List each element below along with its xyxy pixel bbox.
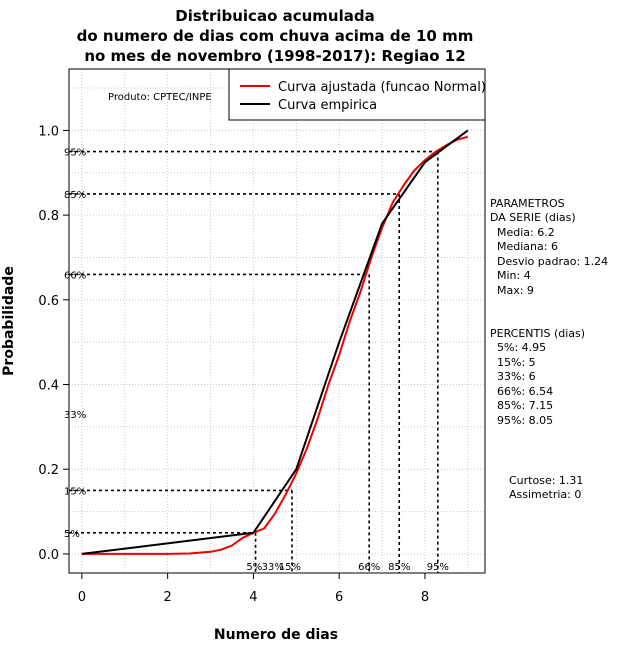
percentile-label-layer: 95%85%66%33%15%5%5% 33%15% 66% 85% 95%: [64, 148, 449, 573]
percentile-line: 33%: 6: [490, 370, 536, 383]
kurtosis-label: Curtose: 1.31: [509, 474, 583, 487]
percentile-line: 15%: 5: [490, 356, 536, 369]
left-percentile-label: 33%: [64, 410, 86, 421]
y-axis-title: Probabilidade: [1, 266, 17, 376]
left-percentile-label: 5%: [64, 529, 80, 540]
series-layer: [81, 129, 469, 555]
y-tick-label: 0.4: [38, 379, 59, 394]
y-tick-label: 0.2: [38, 463, 59, 478]
y-tick-label: 0.6: [38, 294, 59, 309]
bottom-percentile-label: 85%: [388, 562, 410, 573]
left-percentile-label: 15%: [64, 486, 86, 497]
y-tick-label: 0.0: [38, 548, 59, 563]
legend-box: [228, 68, 486, 121]
bottom-percentile-label: 5%: [246, 562, 262, 573]
percentile-line: 85%: 7.15: [490, 399, 553, 412]
y-tick-label: 0.8: [38, 209, 59, 224]
percentile-line: PERCENTIS (dias): [490, 327, 585, 340]
chart-title-line-2: do numero de dias com chuva acima de 10 …: [77, 27, 474, 45]
axes-layer: 0 2 4 6 8 0.0 0.2 0.4 0.6 0.8 1.0: [38, 124, 429, 605]
param-line: Mediana: 6: [490, 240, 558, 253]
x-tick-label: 8: [421, 590, 429, 605]
producer-label: Produto: CPTEC/INPE: [108, 92, 212, 103]
empirical-curve: [81, 129, 469, 555]
chart-title-line-1: Distribuicao acumulada: [175, 7, 374, 25]
x-tick-label: 6: [335, 590, 343, 605]
chart-title-line-3: no mes de novembro (1998-2017): Regiao 1…: [84, 47, 465, 65]
param-line: PARAMETROS: [490, 197, 565, 210]
skewness-label: Assimetria: 0: [509, 488, 581, 501]
x-tick-label: 2: [163, 590, 171, 605]
percentile-line: 5%: 4.95: [490, 341, 546, 354]
percentile-marker-layer: [69, 150, 439, 573]
param-line: Desvio padrao: 1.24: [490, 255, 608, 268]
percentile-line: 66%: 6.54: [490, 385, 553, 398]
left-percentile-label: 66%: [64, 270, 86, 281]
param-line: DA SERIE (dias): [490, 211, 576, 224]
x-axis-title: Numero de dias: [214, 627, 338, 643]
bottom-percentile-label: 95%: [427, 562, 449, 573]
bottom-percentile-label: 15%: [279, 562, 301, 573]
param-line: Media: 6.2: [490, 226, 555, 239]
percentiles-block: PERCENTIS (dias) 5%: 4.95 15%: 5 33%: 6 …: [490, 327, 585, 427]
legend: Curva ajustada (funcao Normal) Curva emp…: [228, 68, 486, 121]
x-tick-label: 0: [78, 590, 86, 605]
left-percentile-label: 95%: [64, 148, 86, 159]
bottom-percentile-label: 33%: [262, 562, 284, 573]
percentile-line: 95%: 8.05: [490, 414, 553, 427]
legend-label-empirical: Curva empirica: [278, 98, 377, 113]
param-line: Max: 9: [490, 284, 534, 297]
fitted-normal-curve: [81, 135, 469, 555]
y-tick-label: 1.0: [38, 124, 59, 139]
left-percentile-label: 85%: [64, 190, 86, 201]
bottom-percentile-label: 66%: [358, 562, 380, 573]
param-line: Min: 4: [490, 269, 531, 282]
x-tick-label: 4: [249, 590, 257, 605]
legend-label-fitted: Curva ajustada (funcao Normal): [278, 80, 486, 95]
parameters-block: PARAMETROS DA SERIE (dias) Media: 6.2 Me…: [490, 197, 608, 297]
